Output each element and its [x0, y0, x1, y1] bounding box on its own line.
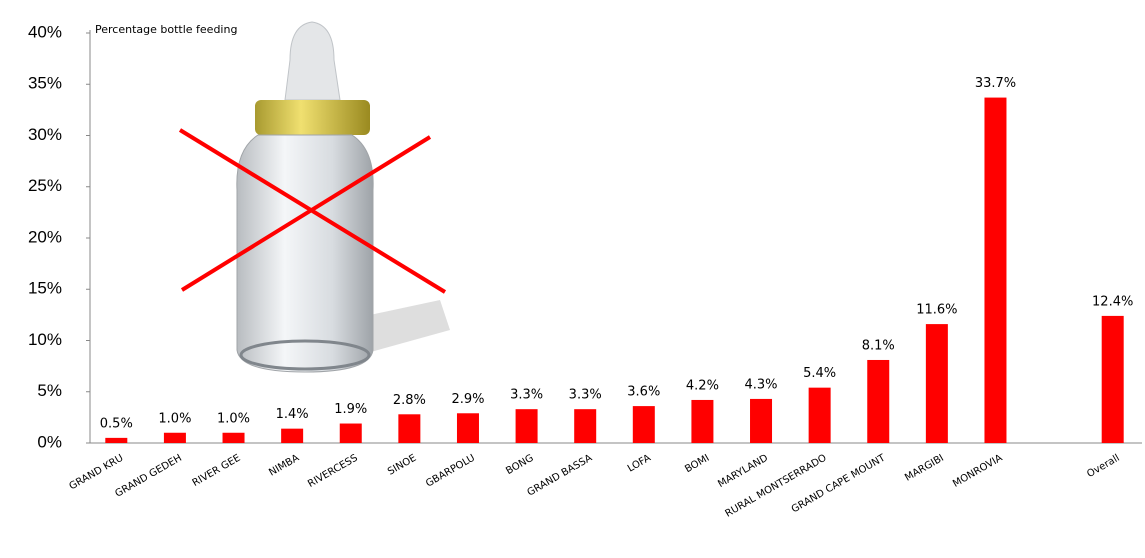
data-label: 11.6% — [916, 303, 957, 318]
x-tick-label: GRAND GEDEH — [113, 453, 184, 500]
bar — [808, 387, 831, 443]
y-tick-label: 40% — [28, 22, 62, 41]
bar — [105, 437, 128, 443]
x-tick-label: NIMBA — [267, 453, 301, 479]
x-tick-label: MONROVIA — [951, 453, 1004, 490]
bar — [574, 409, 597, 443]
data-label: 3.6% — [627, 385, 660, 400]
bar — [515, 409, 538, 443]
x-tick-label: GBARPOLU — [424, 453, 477, 490]
data-label: 0.5% — [100, 416, 133, 431]
data-label: 1.0% — [217, 411, 250, 426]
y-tick-label: 15% — [28, 279, 62, 298]
y-tick-label: 20% — [28, 227, 62, 246]
bar — [867, 359, 890, 443]
data-label: 2.8% — [393, 393, 426, 408]
x-tick-label: GRAND KRU — [68, 453, 126, 493]
data-label: 5.4% — [803, 366, 836, 381]
data-label: 1.0% — [158, 411, 191, 426]
data-label: 1.4% — [276, 407, 309, 422]
data-label: 12.4% — [1092, 294, 1133, 309]
x-tick-label: LOFA — [626, 453, 653, 475]
bar — [398, 414, 421, 443]
x-tick-label: MARGIBI — [903, 453, 946, 484]
data-label: 3.3% — [510, 388, 543, 403]
data-label: 33.7% — [975, 76, 1016, 91]
chart-title: Percentage bottle feeding — [95, 23, 237, 36]
data-label: 1.9% — [334, 402, 367, 417]
y-tick-label: 5% — [37, 381, 62, 400]
bar — [750, 398, 773, 443]
x-tick-label: RURAL MONTSERRADO — [723, 453, 828, 520]
y-tick-label: 0% — [37, 432, 62, 451]
bar — [456, 413, 479, 443]
bar — [222, 432, 245, 443]
bar — [1101, 315, 1124, 443]
bottle-illustration — [178, 21, 450, 373]
x-tick-label: Overall — [1085, 453, 1121, 480]
data-label: 3.3% — [569, 388, 602, 403]
x-tick-label: RIVER GEE — [191, 453, 243, 489]
x-tick-label: SINOE — [386, 453, 418, 478]
y-tick-label: 35% — [28, 74, 62, 93]
y-tick-label: 25% — [28, 176, 62, 195]
x-tick-label: MARYLAND — [716, 453, 770, 491]
x-tick-label: BONG — [504, 453, 535, 477]
bar — [691, 399, 714, 443]
y-tick-label: 30% — [28, 125, 62, 144]
bar — [984, 97, 1007, 443]
x-tick-label: RIVERCESS — [306, 453, 360, 490]
y-tick-label: 10% — [28, 330, 62, 349]
x-tick-label: BOMI — [683, 453, 711, 476]
bar — [281, 428, 304, 443]
x-tick-label: GRAND CAPE MOUNT — [790, 452, 888, 515]
data-label: 4.2% — [686, 378, 719, 393]
bar — [339, 423, 362, 443]
data-label: 8.1% — [862, 338, 895, 353]
data-label: 2.9% — [451, 392, 484, 407]
bar — [925, 324, 948, 443]
x-tick-label: GRAND BASSA — [526, 453, 595, 499]
bar — [632, 406, 655, 443]
data-label: 4.3% — [745, 377, 778, 392]
bar — [163, 432, 186, 443]
